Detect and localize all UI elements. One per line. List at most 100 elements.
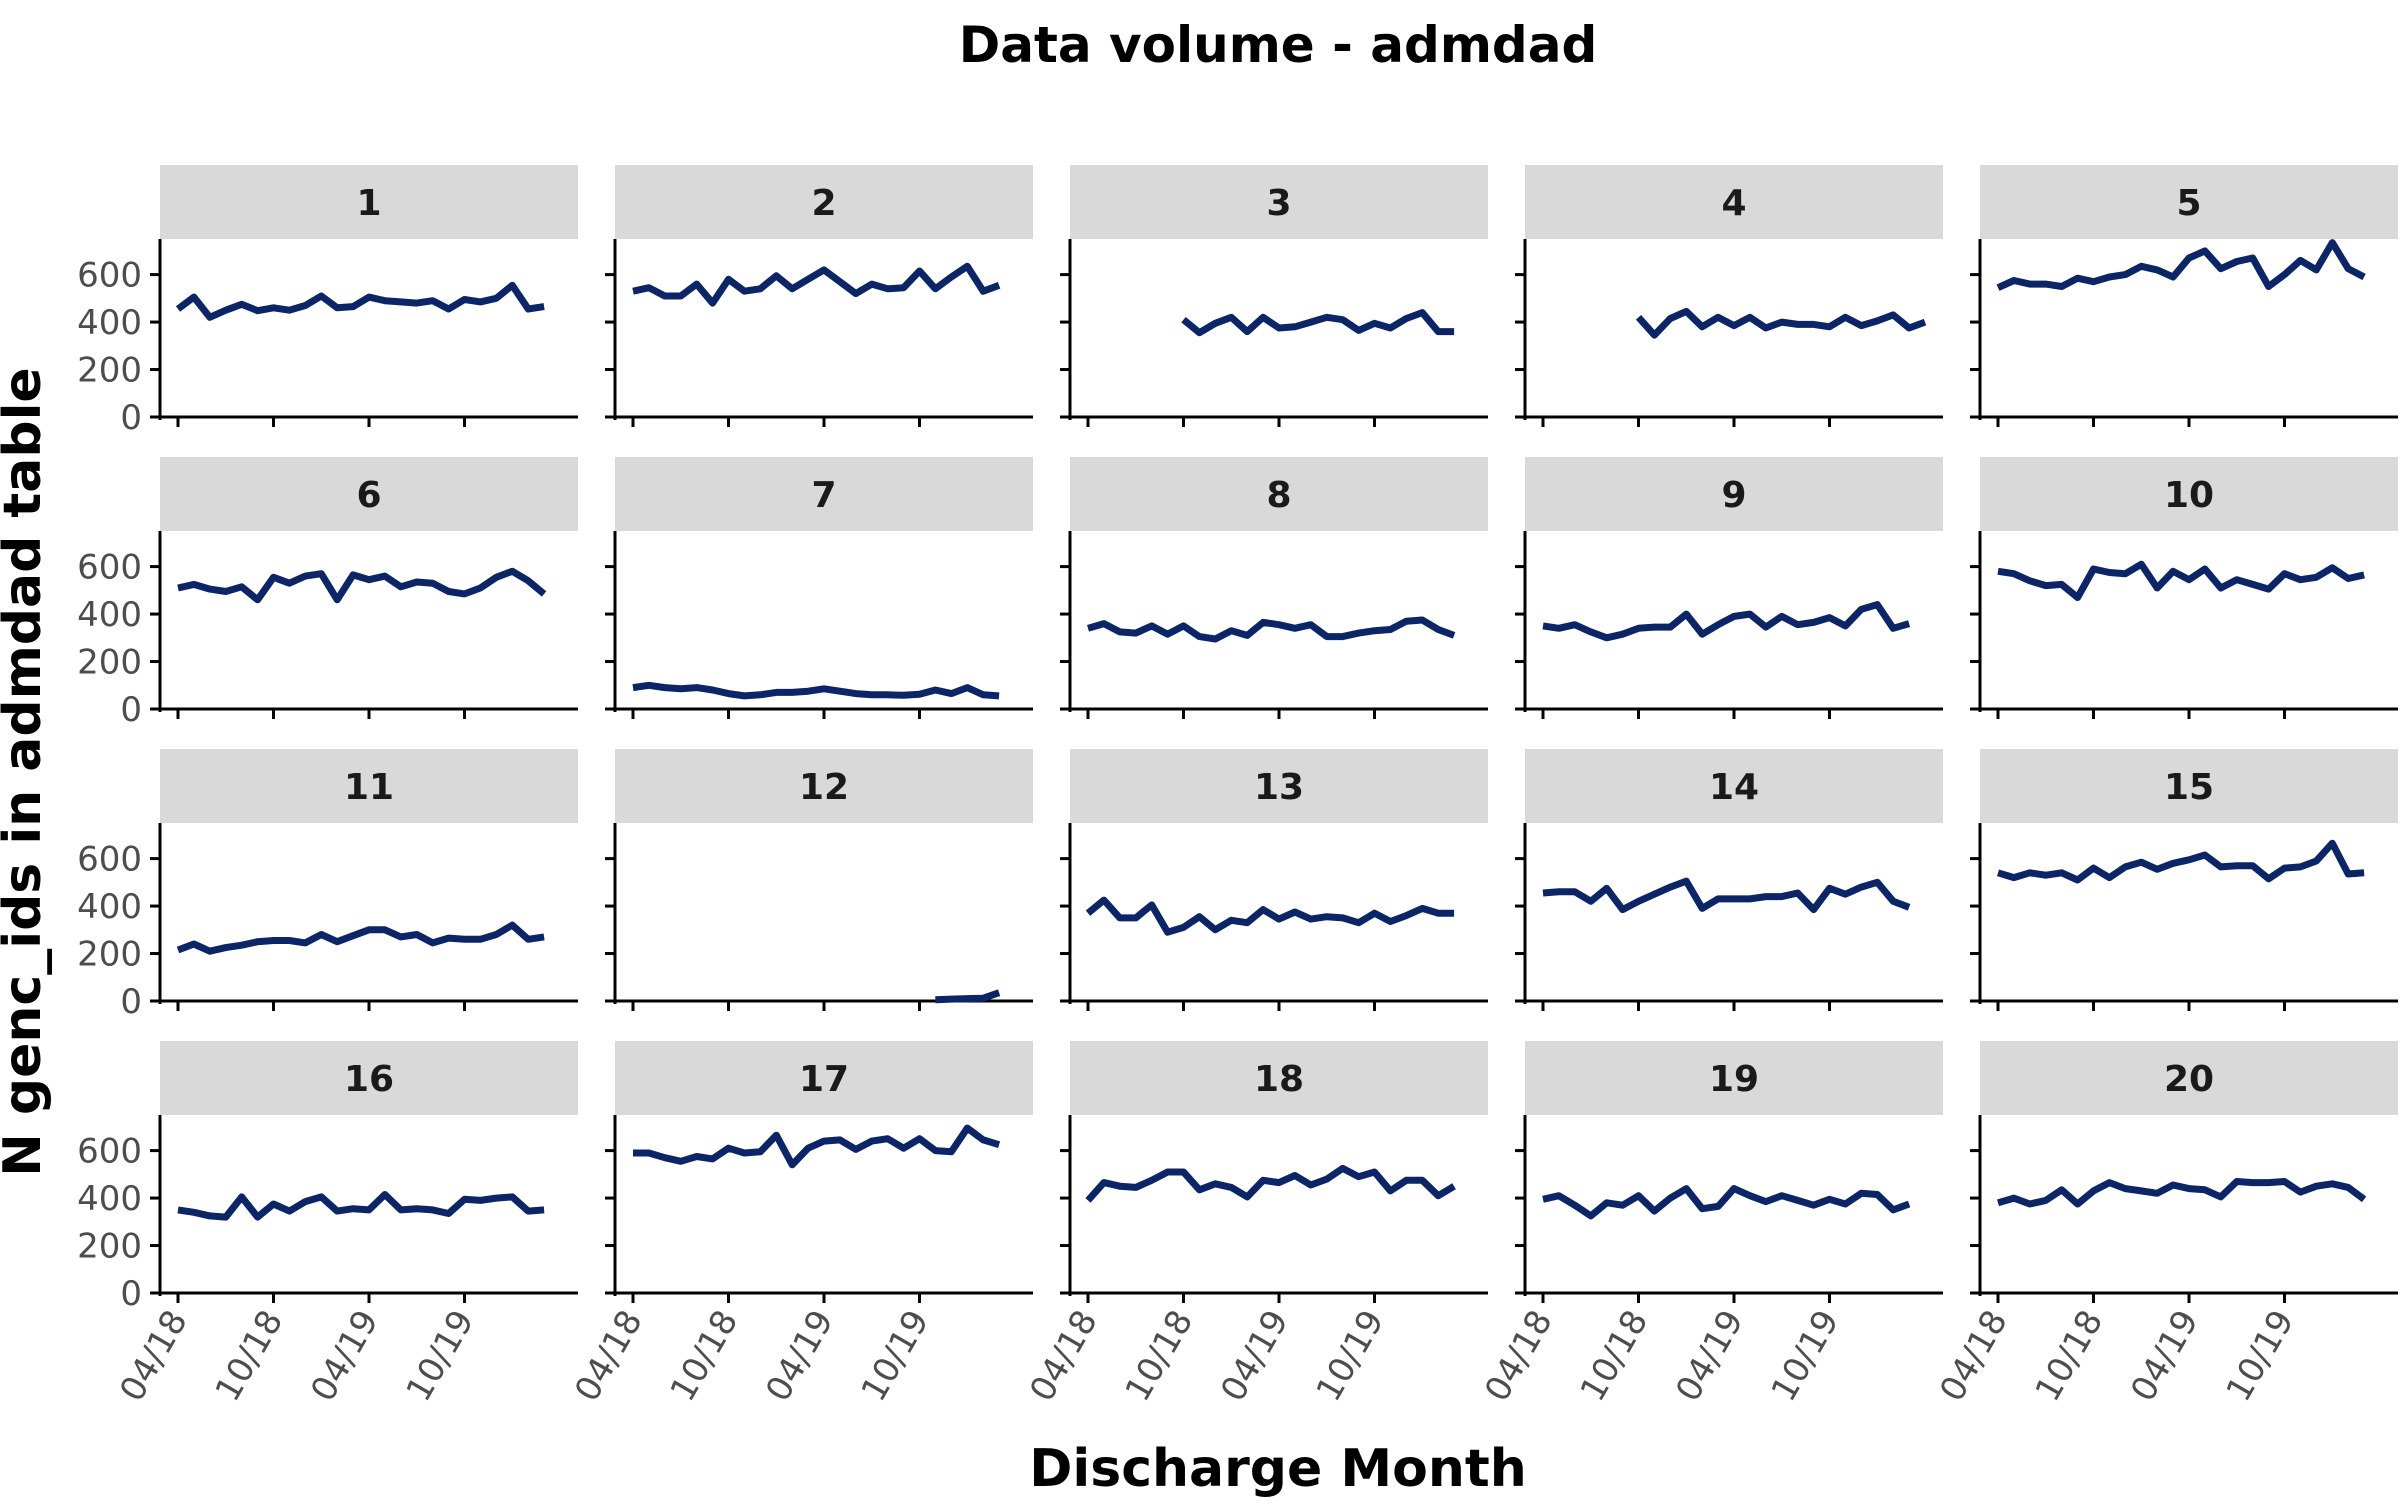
- series-line: [935, 989, 1001, 1004]
- y-tick-label: 600: [77, 1132, 142, 1172]
- x-axis-title: Discharge Month: [1029, 1439, 1526, 1499]
- facet-strip-label: 10: [2164, 475, 2214, 516]
- y-tick-label: 400: [77, 1179, 142, 1219]
- x-tick-label: 04/18: [1932, 1304, 2016, 1409]
- facet-strip: [1070, 1041, 1488, 1115]
- facet-strip-label: 13: [1254, 767, 1304, 808]
- series-line: [1997, 1178, 2367, 1208]
- series-line: [175, 281, 545, 321]
- series-line: [1085, 896, 1455, 936]
- facet-strip: [1980, 457, 2398, 531]
- facet-strip-label: 17: [799, 1059, 849, 1100]
- y-tick-label: 200: [77, 351, 142, 391]
- facet-strip: [1980, 165, 2398, 239]
- x-tick-label: 04/19: [1213, 1304, 1297, 1409]
- facet-strip-label: 14: [1709, 767, 1759, 808]
- x-tick-label: 10/18: [208, 1304, 292, 1409]
- y-tick-label: 200: [77, 1227, 142, 1267]
- series-line: [1542, 1185, 1911, 1220]
- facet-panel-1: 1 0 200 400 600: [77, 165, 578, 438]
- series-line: [1181, 309, 1455, 337]
- series-line: [1542, 877, 1911, 914]
- x-tick-label: 10/18: [1573, 1304, 1657, 1409]
- y-tick-label: 0: [120, 982, 142, 1022]
- facet-strip: [615, 1041, 1033, 1115]
- facet-strip: [160, 165, 578, 239]
- facet-panel-15: 15: [1970, 749, 2398, 1011]
- series-line: [1087, 616, 1456, 643]
- facet-strip: [615, 165, 1033, 239]
- facet-strip: [1525, 457, 1943, 531]
- facet-panel-19: 19 04/18 10/18 04/19 10/19: [1477, 1041, 1943, 1408]
- y-tick-label: 0: [120, 1274, 142, 1314]
- facet-strip: [1980, 749, 2398, 823]
- y-tick-label: 600: [77, 548, 142, 588]
- facet-strip-label: 2: [811, 183, 836, 224]
- facet-panel-2: 2: [605, 165, 1033, 427]
- facet-panel-18: 18 04/18 10/18 04/19 10/19: [1022, 1041, 1488, 1408]
- x-tick-label: 10/18: [1118, 1304, 1202, 1409]
- facet-strip: [1070, 165, 1488, 239]
- y-tick-label: 200: [77, 643, 142, 683]
- series-line: [632, 262, 1001, 307]
- facet-strip: [1070, 749, 1488, 823]
- facet-panel-13: 13: [1060, 749, 1488, 1011]
- y-tick-label: 0: [120, 398, 142, 438]
- x-tick-label: 04/18: [567, 1304, 651, 1409]
- facet-strip-label: 18: [1254, 1059, 1304, 1100]
- x-tick-label: 04/19: [2123, 1304, 2207, 1409]
- series-line: [1996, 239, 2366, 291]
- facet-strip-label: 11: [344, 767, 394, 808]
- series-line: [176, 921, 545, 955]
- facet-panel-7: 7: [605, 457, 1033, 719]
- facet-strip: [160, 749, 578, 823]
- x-tick-label: 04/19: [303, 1304, 387, 1409]
- facet-strip: [1070, 457, 1488, 531]
- x-tick-label: 10/19: [854, 1304, 938, 1409]
- series-line: [632, 681, 1000, 700]
- series-line: [1542, 601, 1911, 642]
- facet-strip-label: 5: [2176, 183, 2201, 224]
- facet-strip-label: 16: [344, 1059, 394, 1100]
- facet-panel-12: 12: [605, 749, 1033, 1011]
- facet-strip-label: 1: [356, 183, 381, 224]
- series-line: [177, 567, 547, 604]
- facet-strip: [160, 1041, 578, 1115]
- facet-strip: [1980, 1041, 2398, 1115]
- x-tick-label: 04/18: [112, 1304, 196, 1409]
- y-axis-title: N genc_ids in admdad table: [0, 367, 53, 1176]
- series-line: [1996, 839, 2365, 884]
- facet-strip: [160, 457, 578, 531]
- facet-panel-14: 14: [1515, 749, 1943, 1011]
- facet-strip-label: 8: [1266, 475, 1291, 516]
- facet-panel-9: 9: [1515, 457, 1943, 719]
- facet-strip: [1525, 749, 1943, 823]
- facet-strip-label: 19: [1709, 1059, 1759, 1100]
- facet-panel-5: 5: [1970, 165, 2398, 427]
- x-tick-label: 10/19: [399, 1304, 483, 1409]
- facet-strip: [1525, 1041, 1943, 1115]
- x-tick-label: 04/18: [1022, 1304, 1106, 1409]
- series-line: [1085, 1164, 1456, 1203]
- facet-panel-20: 20 04/18 10/18 04/19 10/19: [1932, 1041, 2398, 1408]
- chart-title: Data volume - admdad: [959, 16, 1598, 74]
- facet-strip-label: 7: [811, 475, 836, 516]
- x-tick-label: 04/18: [1477, 1304, 1561, 1409]
- facet-strip: [1525, 165, 1943, 239]
- facet-panel-6: 6 0 200 400 600: [77, 457, 578, 730]
- x-tick-label: 04/19: [1668, 1304, 1752, 1409]
- x-tick-label: 04/19: [758, 1304, 842, 1409]
- facet-strip-label: 4: [1721, 183, 1746, 224]
- y-tick-label: 400: [77, 303, 142, 343]
- facet-strip: [615, 457, 1033, 531]
- x-tick-label: 10/19: [1764, 1304, 1848, 1409]
- facet-strip-label: 6: [356, 475, 381, 516]
- x-tick-label: 10/19: [1309, 1304, 1393, 1409]
- series-line: [1997, 560, 2365, 601]
- x-tick-label: 10/18: [663, 1304, 747, 1409]
- facet-panel-10: 10: [1970, 457, 2398, 719]
- x-tick-label: 10/19: [2219, 1304, 2303, 1409]
